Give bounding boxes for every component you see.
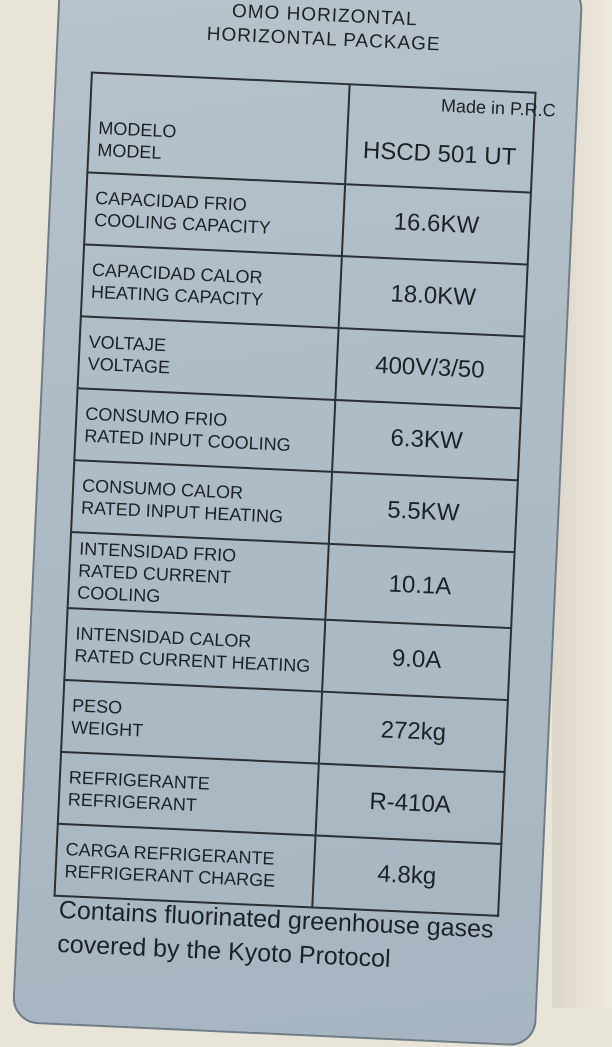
- rating-plate: OMO HORIZONTAL HORIZONTAL PACKAGE MODELO…: [11, 0, 584, 1047]
- spec-label: INTENSIDAD CALOR RATED CURRENT HEATING: [64, 608, 326, 692]
- spec-label: VOLTAJE VOLTAGE: [77, 316, 339, 400]
- spec-label: INTENSIDAD FRIO RATED CURRENT COOLING: [67, 532, 329, 620]
- spec-value: 16.6KW: [341, 184, 531, 265]
- spec-value: 5.5KW: [328, 471, 518, 553]
- spec-label: MODELO MODEL: [87, 72, 350, 185]
- spec-label: CAPACIDAD FRIO COOLING CAPACITY: [84, 172, 346, 257]
- spec-value: 10.1A: [325, 543, 515, 629]
- spec-label: REFRIGERANTE REFRIGERANT: [57, 751, 319, 836]
- spec-table: MODELO MODEL HSCD 501 UT CAPACIDAD FRIO COOL…: [54, 72, 537, 917]
- spec-value: 4.8kg: [312, 835, 502, 916]
- spec-value: 400V/3/50: [335, 328, 525, 409]
- spec-value: 6.3KW: [332, 399, 522, 481]
- spec-label: CONSUMO CALOR RATED INPUT HEATING: [71, 460, 333, 544]
- spec-label: CAPACIDAD CALOR HEATING CAPACITY: [80, 244, 342, 329]
- spec-value: R-410A: [315, 763, 505, 844]
- spec-label: CONSUMO FRIO RATED INPUT COOLING: [74, 388, 336, 472]
- spec-label: PESO WEIGHT: [61, 679, 323, 764]
- plate-header: OMO HORIZONTAL HORIZONTAL PACKAGE: [88, 0, 560, 63]
- spec-value: 272kg: [318, 691, 508, 773]
- spec-value: 18.0KW: [338, 256, 528, 337]
- spec-value: 9.0A: [322, 619, 512, 701]
